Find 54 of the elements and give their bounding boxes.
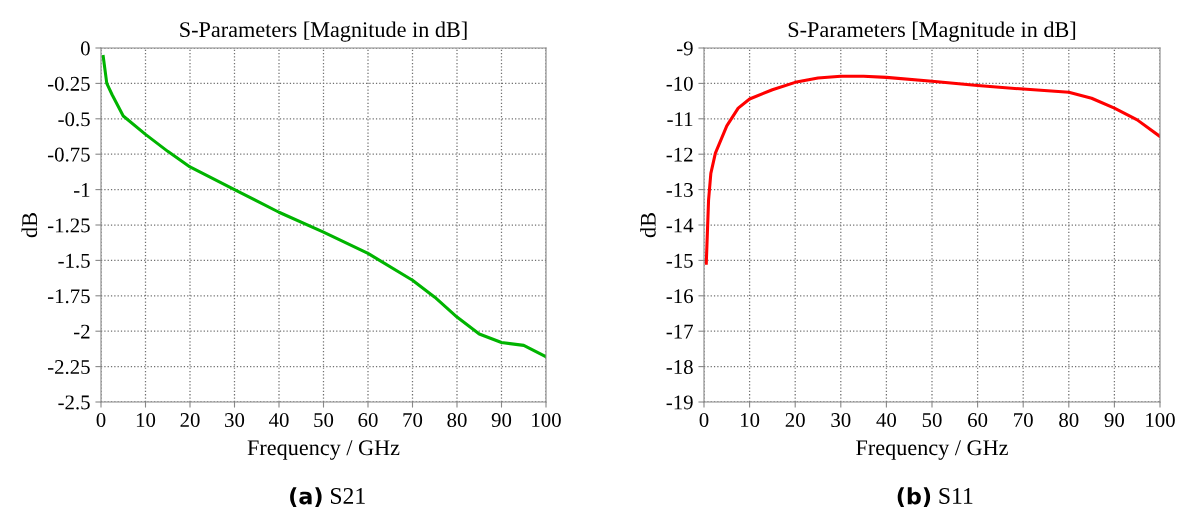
x-tick-label: 80 [1059,413,1079,428]
line-series [101,54,546,359]
x-tick-label: 70 [403,413,423,428]
x-tick-label: 100 [1146,413,1175,428]
x-tick-label: 40 [268,413,289,428]
x-tick-label: 90 [491,413,512,428]
x-tick-label: 10 [741,413,760,428]
x-tick-label: 90 [1104,413,1125,428]
y-axis-title: dB [21,213,38,238]
y-tick-label: -2 [74,324,90,339]
y-tick-label: 0 [80,41,90,56]
x-tick-label: 40 [876,413,897,428]
x-tick-label: 10 [136,413,156,428]
y-tick-label: -9 [677,41,693,56]
y-tick-label: -15 [666,253,693,268]
x-tick-label: 60 [358,413,378,428]
x-axis-title: Frequency / GHz [247,440,400,460]
y-tick-label: -0.5 [58,112,90,127]
x-tick-label: 60 [968,413,988,428]
x-tick-label: 50 [922,413,942,428]
x-axis-title: Frequency / GHz [856,440,1008,460]
y-tick-label: -18 [666,359,693,375]
x-tick-label: 80 [447,413,467,428]
y-tick-label: -12 [666,147,693,162]
y-tick-label: -0.75 [47,147,90,162]
y-tick-label: -0.25 [47,76,90,91]
y-tick-label: -1.75 [47,289,90,304]
x-tick-label: 20 [180,413,200,428]
x-tick-label: 100 [532,413,561,428]
y-tick-label: -13 [666,183,693,198]
x-tick-label: 30 [831,413,851,428]
text: (a) S21 [290,487,365,508]
y-axis-title: dB [640,213,656,238]
chart-title: S-Parameters [Magnitude in dB] [788,21,1076,42]
x-tick-label: 0 [96,413,106,428]
chart-title: S-Parameters [Magnitude in dB] [180,21,467,42]
x-tick-label: 30 [225,413,245,428]
x-tick-label: 50 [314,413,334,428]
y-tick-label: -1.25 [47,218,90,233]
y-tick-label: -14 [666,218,694,233]
x-tick-label: 0 [699,413,709,428]
text: (b) S11 [897,487,973,508]
x-tick-label: 20 [785,413,805,428]
y-tick-label: -17 [666,324,693,339]
y-tick-label: -16 [666,289,693,304]
y-tick-label: -19 [666,395,693,410]
y-tick-label: -10 [666,76,693,91]
line-series [704,74,1160,265]
x-tick-label: 70 [1014,413,1033,428]
y-tick-label: -2.5 [58,395,90,410]
y-tick-label: -11 [667,112,693,127]
y-tick-label: -1.5 [58,253,90,268]
y-tick-label: -1 [74,183,90,197]
y-tick-label: -2.25 [47,360,90,375]
